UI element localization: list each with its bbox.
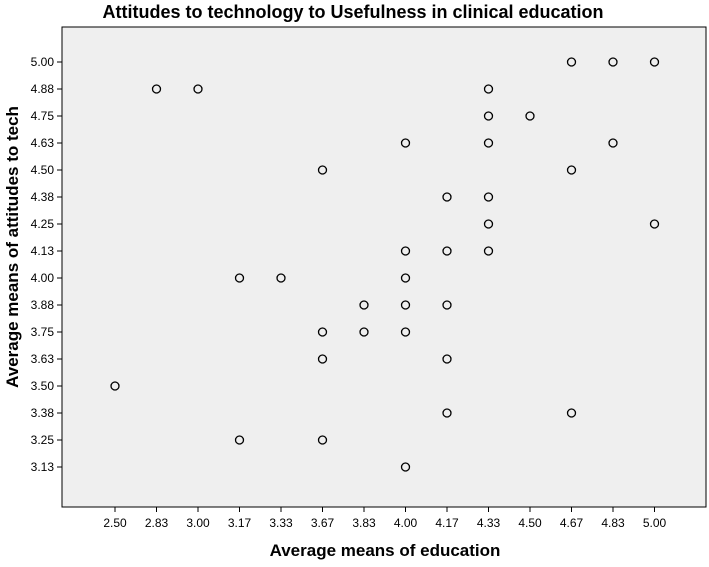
data-points [110, 57, 660, 472]
data-point [525, 111, 535, 121]
y-tick-label: 4.75 [31, 109, 55, 123]
y-tick-label: 4.13 [31, 244, 55, 258]
data-point [110, 381, 120, 391]
data-point [442, 246, 452, 256]
data-point [608, 57, 618, 67]
data-point [359, 300, 369, 310]
data-point [400, 462, 411, 472]
data-point [566, 165, 577, 175]
x-tick-label: 4.17 [435, 516, 459, 530]
data-point [442, 354, 452, 364]
data-point [649, 57, 660, 67]
y-axis: 5.00 4.88 4.75 4.63 4.50 4.38 4.25 4.13 4.00 3.88… [31, 55, 62, 474]
chart-title: Attitudes to technology to Usefulness in… [102, 2, 603, 22]
y-tick-label: 3.75 [31, 325, 55, 339]
x-tick-label: 4.00 [394, 516, 418, 530]
data-point [442, 192, 452, 202]
data-point [442, 300, 452, 310]
data-point [483, 138, 494, 148]
data-point [483, 111, 494, 121]
x-tick-label: 4.33 [477, 516, 501, 530]
data-point [566, 408, 577, 418]
data-point [400, 273, 411, 283]
data-point [483, 84, 494, 94]
data-point [151, 84, 162, 94]
y-tick-label: 3.50 [31, 379, 55, 393]
data-point [649, 219, 660, 229]
data-point [483, 246, 494, 256]
y-tick-label: 4.00 [31, 271, 55, 285]
x-tick-label: 4.83 [601, 516, 625, 530]
x-axis: 2.50 2.83 3.00 3.17 3.33 3.67 3.83 4.00 4.17 4.33… [103, 507, 667, 530]
data-point [234, 273, 245, 283]
data-point [359, 327, 369, 337]
x-tick-label: 3.17 [228, 516, 252, 530]
data-point [317, 435, 328, 445]
x-tick-label: 3.00 [186, 516, 210, 530]
y-tick-label: 3.88 [31, 298, 55, 312]
data-point [483, 192, 494, 202]
x-tick-label: 2.83 [145, 516, 169, 530]
data-point [608, 138, 618, 148]
y-tick-label: 4.38 [31, 190, 55, 204]
y-tick-label: 3.25 [31, 433, 55, 447]
x-tick-label: 2.50 [103, 516, 127, 530]
y-tick-label: 3.13 [31, 460, 55, 474]
data-point [400, 138, 411, 148]
y-tick-label: 4.25 [31, 217, 55, 231]
y-tick-label: 5.00 [31, 55, 55, 69]
data-point [317, 165, 328, 175]
data-point [276, 273, 286, 283]
x-tick-label: 4.50 [518, 516, 542, 530]
data-point [317, 354, 328, 364]
x-tick-label: 4.67 [560, 516, 584, 530]
x-tick-label: 3.67 [311, 516, 335, 530]
y-axis-label: Average means of attitudes to tech [3, 106, 22, 388]
y-tick-label: 3.38 [31, 406, 55, 420]
y-tick-label: 3.63 [31, 352, 55, 366]
x-tick-label: 3.83 [352, 516, 376, 530]
x-tick-label: 5.00 [643, 516, 667, 530]
data-point [442, 408, 452, 418]
x-axis-label: Average means of education [270, 541, 501, 560]
data-point [400, 327, 411, 337]
data-point [234, 435, 245, 445]
data-point [193, 84, 203, 94]
data-point [317, 327, 328, 337]
data-point [400, 300, 411, 310]
data-point [400, 246, 411, 256]
plot-area [61, 26, 707, 508]
data-point [566, 57, 577, 67]
x-tick-label: 3.33 [269, 516, 293, 530]
data-point [483, 219, 494, 229]
y-tick-label: 4.63 [31, 136, 55, 150]
y-tick-label: 4.88 [31, 82, 55, 96]
y-tick-label: 4.50 [31, 163, 55, 177]
